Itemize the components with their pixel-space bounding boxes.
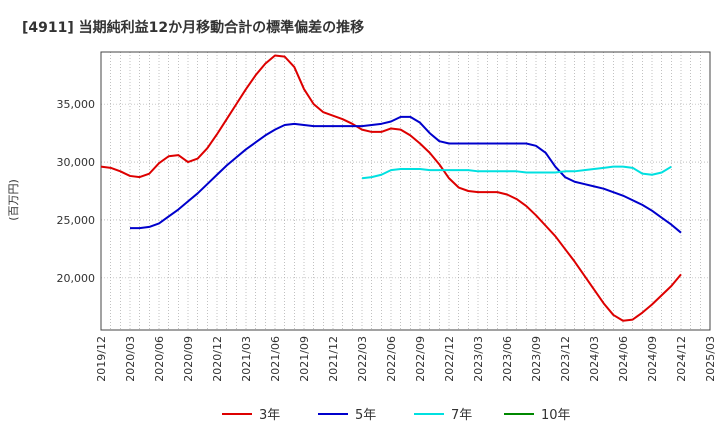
x-tick-label: 2023/03 bbox=[472, 336, 485, 382]
x-tick-label: 2020/03 bbox=[124, 336, 137, 382]
x-tick-label: 2023/06 bbox=[501, 336, 514, 382]
legend-label-1: 3年 bbox=[259, 408, 280, 423]
series-lines bbox=[100, 54, 682, 322]
x-tick-label: 2022/09 bbox=[414, 336, 427, 382]
y-tick-label: 35,000 bbox=[57, 98, 96, 111]
x-tick-label: 2023/12 bbox=[559, 336, 572, 382]
legend: 3年 5年 7年 10年 bbox=[222, 408, 571, 423]
legend-label-3: 7年 bbox=[451, 408, 472, 423]
x-tick-label: 2019/12 bbox=[95, 336, 108, 382]
x-tick-label: 2021/03 bbox=[240, 336, 253, 382]
series-line-1 bbox=[100, 54, 682, 322]
x-tick-label: 2025/03 bbox=[704, 336, 717, 382]
series-line-2 bbox=[130, 115, 682, 234]
y-tick-label: 30,000 bbox=[57, 156, 96, 169]
x-tick-label: 2022/03 bbox=[356, 336, 369, 382]
grid bbox=[100, 52, 711, 330]
x-tick-label: 2020/09 bbox=[182, 336, 195, 382]
legend-label-2: 5年 bbox=[355, 408, 376, 423]
x-tick-label: 2021/06 bbox=[269, 336, 282, 382]
x-tick-label: 2023/09 bbox=[530, 336, 543, 382]
x-tick-label: 2024/12 bbox=[675, 336, 688, 382]
x-tick-label: 2024/06 bbox=[617, 336, 630, 382]
y-axis: 20,000 25,000 30,000 35,000 bbox=[57, 98, 96, 285]
x-tick-label: 2020/06 bbox=[153, 336, 166, 382]
x-tick-label: 2020/12 bbox=[211, 336, 224, 382]
x-tick-label: 2024/03 bbox=[588, 336, 601, 382]
x-tick-label: 2024/09 bbox=[646, 336, 659, 382]
y-tick-label: 25,000 bbox=[57, 214, 96, 227]
x-tick-label: 2022/12 bbox=[443, 336, 456, 382]
x-tick-label: 2021/12 bbox=[327, 336, 340, 382]
plot-frame bbox=[100, 51, 711, 331]
x-tick-label: 2022/06 bbox=[385, 336, 398, 382]
series-line-3 bbox=[361, 165, 672, 180]
x-axis: 2019/12 2020/03 2020/06 2020/09 2020/12 2021/… bbox=[95, 336, 717, 382]
y-tick-label: 20,000 bbox=[57, 272, 96, 285]
x-tick-label: 2021/09 bbox=[298, 336, 311, 382]
y-axis-label: (百万円) bbox=[7, 179, 20, 221]
legend-label-4: 10年 bbox=[541, 408, 571, 423]
chart-title: [4911] 当期純利益12か月移動合計の標準偏差の推移 bbox=[22, 19, 364, 36]
